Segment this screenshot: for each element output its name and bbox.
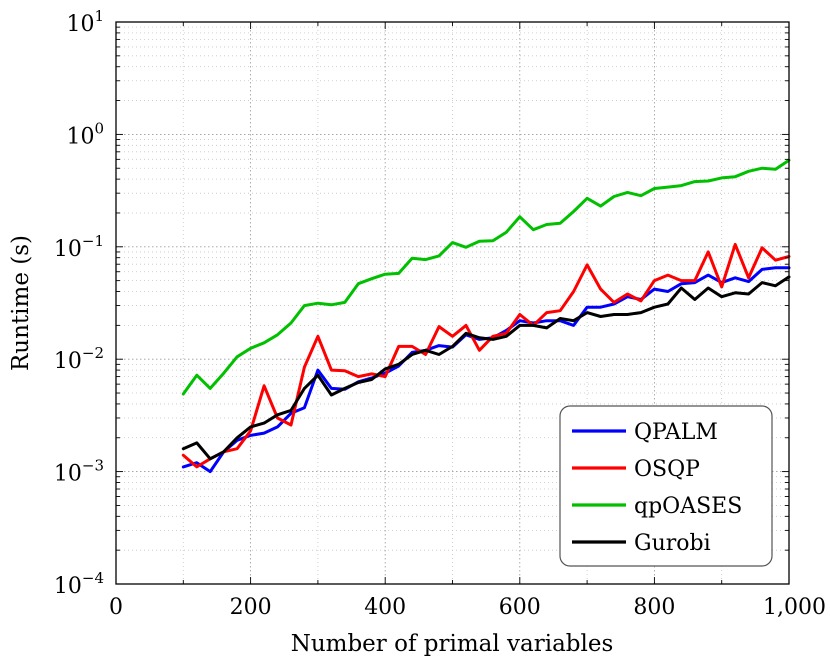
series-line-gurobi <box>181 275 791 461</box>
x-tick-label: 1,000 <box>763 595 826 620</box>
y-tick-label: 10−4 <box>54 569 104 599</box>
x-tick-label: 400 <box>364 595 406 620</box>
y-axis-label: Runtime (s) <box>8 235 34 371</box>
legend-box <box>559 405 773 567</box>
y-tick-label: 101 <box>66 7 104 37</box>
x-axis-label: Number of primal variables <box>291 631 614 657</box>
legend-label-gurobi: Gurobi <box>634 531 711 556</box>
x-tick-label: 600 <box>499 595 541 620</box>
legend: QPALM OSQP qpOASES Gurobi <box>559 405 773 567</box>
y-tick-label: 10−3 <box>54 457 104 487</box>
grid <box>116 22 789 584</box>
tick-marks <box>116 22 789 584</box>
y-tick-labels: 101 100 10−1 10−2 10−3 10−4 <box>54 7 104 599</box>
legend-label-qpoases: qpOASES <box>634 494 742 519</box>
y-tick-label: 10−1 <box>54 232 104 262</box>
x-tick-label: 200 <box>230 595 272 620</box>
x-tick-label: 800 <box>633 595 675 620</box>
series-line-qpoases <box>181 158 791 396</box>
legend-label-osqp: OSQP <box>634 457 700 482</box>
series-lines <box>181 158 791 474</box>
series-line-osqp <box>181 242 791 469</box>
x-tick-label: 0 <box>109 595 123 620</box>
y-tick-label: 10−2 <box>54 344 104 374</box>
y-tick-label: 100 <box>66 119 104 149</box>
legend-label-qpalm: QPALM <box>634 420 718 445</box>
x-tick-labels: 0 200 400 600 800 1,000 <box>109 595 826 620</box>
